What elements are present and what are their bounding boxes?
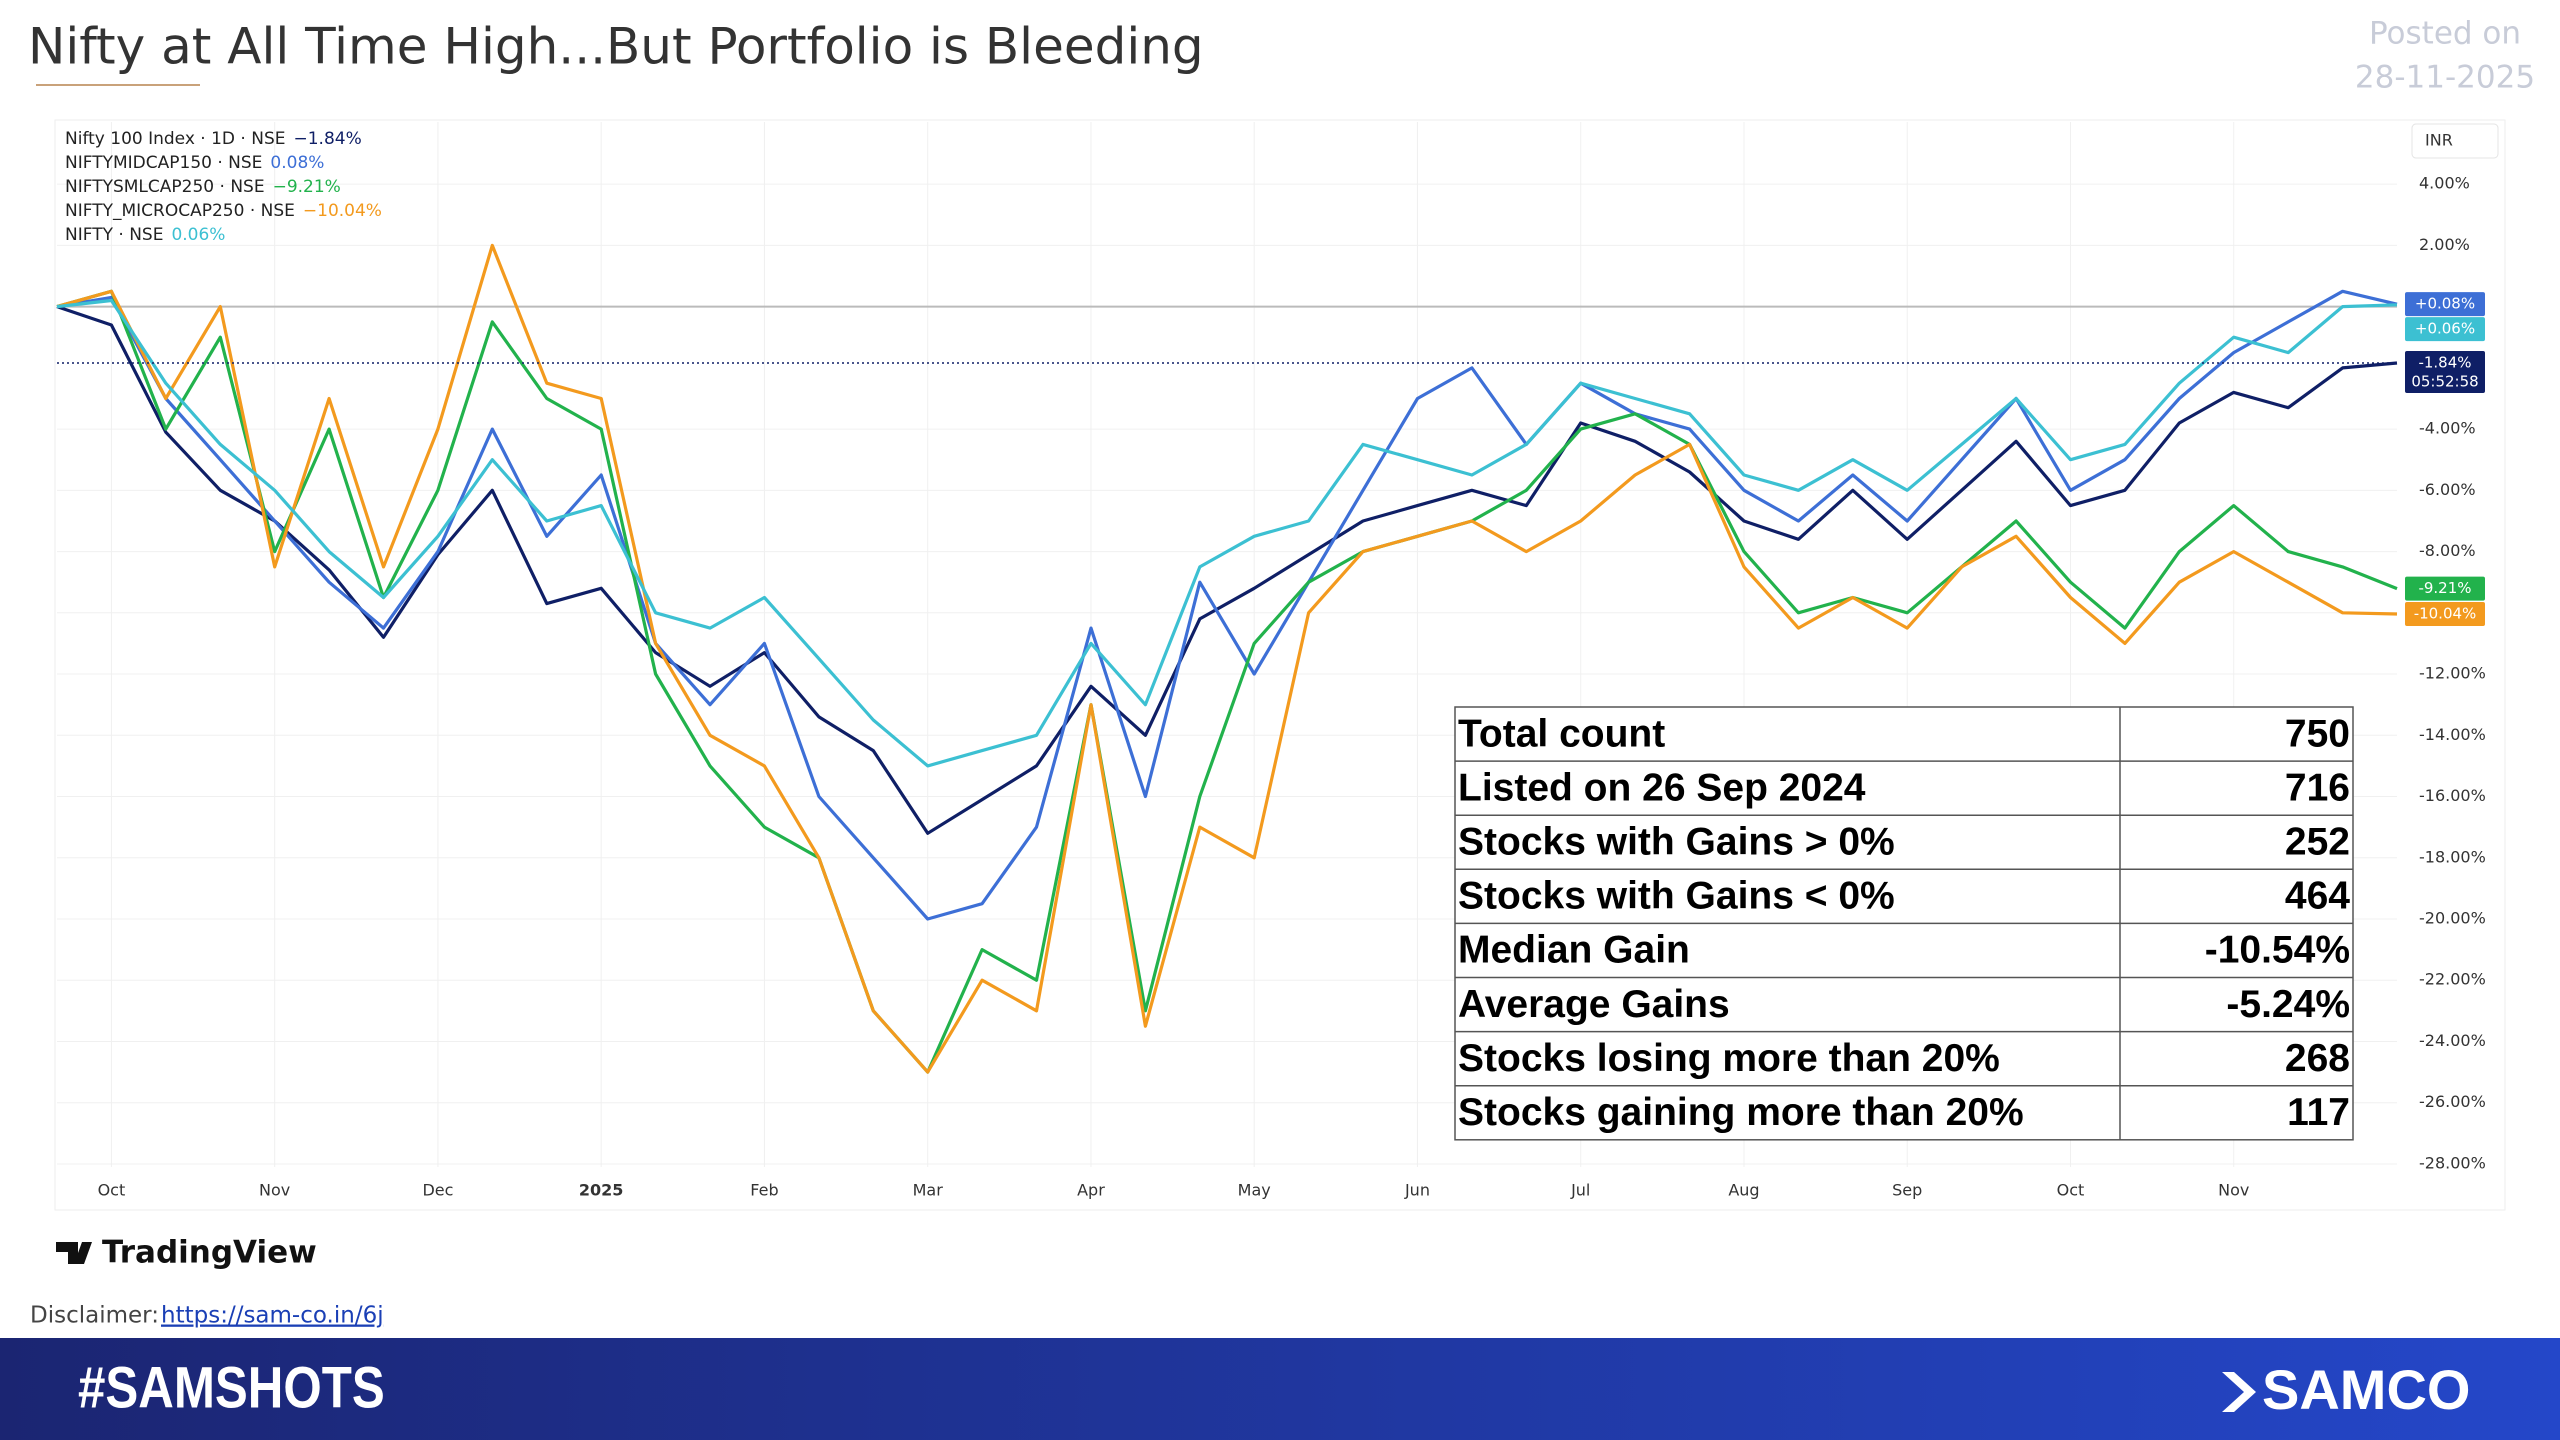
table-value: 268 — [2285, 1037, 2350, 1080]
end-tag-label: +0.06% — [2415, 320, 2475, 338]
legend-value: −10.04% — [303, 201, 382, 221]
legend-entry: Nifty 100 Index · 1D · NSE −1.84% — [65, 129, 362, 149]
x-tick-label: 2025 — [579, 1181, 624, 1200]
y-tick-label: -28.00% — [2419, 1153, 2486, 1172]
y-tick-label: -6.00% — [2419, 480, 2476, 499]
currency-label: INR — [2425, 131, 2453, 150]
legend-name: NIFTY · NSE — [65, 225, 163, 245]
legend-value: −1.84% — [294, 129, 362, 149]
x-tick-label: Aug — [1728, 1181, 1759, 1200]
table-value: 464 — [2285, 875, 2350, 918]
disclaimer: Disclaimer: — [30, 1303, 159, 1329]
end-tag-label: -9.21% — [2418, 579, 2471, 597]
x-tick-label: Apr — [1077, 1181, 1105, 1200]
table-label: Stocks with Gains < 0% — [1458, 875, 1895, 918]
chart-frame — [54, 119, 2506, 1211]
y-tick-label: -14.00% — [2419, 725, 2486, 744]
end-tag-label: -1.84% — [2418, 353, 2471, 371]
legend-entry: NIFTY_MICROCAP250 · NSE −10.04% — [65, 201, 382, 221]
x-tick-label: Nov — [259, 1181, 290, 1200]
table-label: Stocks with Gains > 0% — [1458, 821, 1895, 864]
table-label: Total count — [1458, 712, 1665, 755]
y-tick-label: -26.00% — [2419, 1092, 2486, 1111]
y-tick-label: -16.00% — [2419, 786, 2486, 805]
x-tick-label: Feb — [750, 1181, 778, 1200]
table-value: 117 — [2287, 1091, 2350, 1134]
table-value: -5.24% — [2226, 983, 2350, 1026]
legend-name: NIFTYSMLCAP250 · NSE — [65, 177, 265, 197]
legend-value: 0.08% — [270, 153, 324, 173]
legend-entry: NIFTYMIDCAP150 · NSE 0.08% — [65, 153, 324, 173]
hashtag: #SAMSHOTS — [78, 1356, 385, 1421]
x-tick-label: Jun — [1404, 1181, 1430, 1200]
end-tag — [2405, 350, 2485, 393]
samco-logo: SAMCO — [2222, 1358, 2470, 1421]
table-value: 716 — [2285, 766, 2350, 809]
end-tag — [2405, 317, 2485, 342]
table-label: Stocks losing more than 20% — [1458, 1037, 2000, 1080]
table-value: 252 — [2285, 821, 2350, 864]
series-line — [56, 298, 2398, 768]
table-label: Average Gains — [1458, 983, 1730, 1026]
series-line — [56, 289, 2398, 921]
y-tick-label: -8.00% — [2419, 541, 2476, 560]
end-tag — [2405, 576, 2485, 601]
countdown: 05:52:58 — [2411, 372, 2478, 390]
end-tag-label: +0.08% — [2415, 295, 2475, 313]
x-tick-label: Oct — [2057, 1181, 2085, 1200]
posted-label: Posted on — [2369, 16, 2521, 52]
y-tick-label: -20.00% — [2419, 908, 2486, 927]
y-tick-label: -12.00% — [2419, 664, 2486, 683]
table-value: 750 — [2285, 712, 2350, 755]
footer-band — [0, 1338, 2560, 1440]
legend-entry: NIFTYSMLCAP250 · NSE −9.21% — [65, 177, 341, 197]
end-tag-label: -10.04% — [2414, 605, 2477, 623]
stats-table: Total count 750 Listed on 26 Sep 2024 716 St… — [1454, 706, 2354, 1141]
table-value: -10.54% — [2205, 929, 2350, 972]
y-tick-label: -4.00% — [2419, 419, 2476, 438]
legend-value: 0.06% — [171, 225, 225, 245]
currency-box — [2411, 123, 2499, 159]
legend-name: Nifty 100 Index · 1D · NSE — [65, 129, 286, 149]
table-label: Listed on 26 Sep 2024 — [1458, 766, 1866, 809]
posted-date: 28-11-2025 — [2355, 60, 2535, 96]
disclaimer-link[interactable]: https://sam-co.in/6j — [161, 1303, 384, 1329]
y-tick-label: 2.00% — [2419, 235, 2470, 254]
x-tick-label: Sep — [1892, 1181, 1922, 1200]
series-line — [56, 243, 2398, 1074]
x-tick-label: May — [1238, 1181, 1271, 1200]
brand: TradingView — [102, 1235, 317, 1271]
y-tick-label: -18.00% — [2419, 847, 2486, 866]
logo-icon — [56, 1242, 92, 1264]
samco-mark — [2222, 1372, 2256, 1412]
table-label: Median Gain — [1458, 929, 1690, 972]
table-label: Stocks gaining more than 20% — [1458, 1091, 2024, 1134]
legend-name: NIFTY_MICROCAP250 · NSE — [65, 201, 295, 221]
x-tick-label: Jul — [1570, 1181, 1590, 1200]
x-tick-label: Dec — [422, 1181, 453, 1200]
legend-name: NIFTYMIDCAP150 · NSE — [65, 153, 262, 173]
end-tag — [2405, 602, 2485, 627]
x-tick-label: Mar — [913, 1181, 944, 1200]
title: Nifty at All Time High...But Portfolio i… — [28, 18, 1204, 76]
y-tick-label: 4.00% — [2419, 174, 2470, 193]
logo-text: SAMCO — [2262, 1358, 2470, 1421]
y-tick-label: -24.00% — [2419, 1031, 2486, 1050]
x-tick-label: Oct — [98, 1181, 126, 1200]
y-tick-label: -22.00% — [2419, 970, 2486, 989]
series-line — [56, 289, 2398, 1074]
tradingview-logo: TradingView — [56, 1235, 317, 1271]
legend-entry: NIFTY · NSE 0.06% — [65, 225, 225, 245]
end-tag — [2405, 292, 2485, 317]
legend-value: −9.21% — [273, 177, 341, 197]
chart: 4.00%2.00%-4.00%-6.00%-8.00%-10.00%-12.0… — [56, 122, 2499, 1200]
x-tick-label: Nov — [2218, 1181, 2249, 1200]
series-line — [56, 305, 2398, 835]
